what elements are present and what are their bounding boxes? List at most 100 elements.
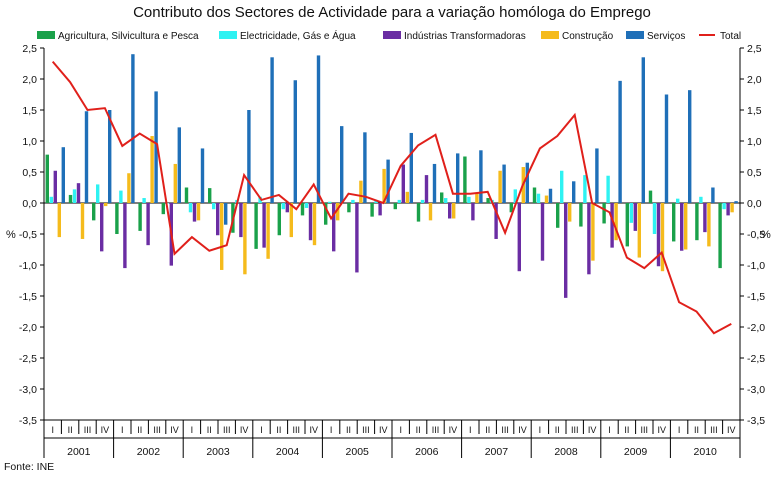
bar-serviços: [734, 201, 738, 203]
bar-serviços: [247, 110, 251, 203]
legend-swatch: [541, 31, 559, 39]
bar-indústrias: [100, 203, 104, 252]
quarter-label: IV: [518, 425, 527, 435]
bar-construção: [544, 195, 549, 203]
bar-agricultura: [556, 203, 560, 228]
bar-electricidade: [467, 196, 471, 203]
bar-serviços: [525, 162, 529, 203]
bar-electricidade: [188, 203, 193, 213]
bar-serviços: [131, 54, 135, 204]
quarter-label: II: [68, 425, 73, 435]
bar-construção: [220, 203, 224, 270]
quarter-label: III: [641, 425, 649, 435]
bar-indústrias: [494, 203, 498, 239]
bar-agricultura: [440, 192, 444, 203]
bar-construção: [660, 203, 665, 272]
quarter-label: IV: [379, 425, 388, 435]
bar-agricultura: [416, 203, 421, 222]
y-tick-label-right: 2,5: [747, 43, 762, 55]
bar-serviços: [84, 111, 89, 203]
bar-agricultura: [138, 203, 142, 231]
bar-serviços: [154, 91, 158, 203]
bar-construção: [196, 203, 201, 221]
bar-agricultura: [161, 203, 165, 215]
bar-electricidade: [49, 196, 53, 203]
year-label: 2004: [276, 446, 300, 458]
legend-swatch: [219, 31, 237, 39]
bar-electricidade: [212, 203, 216, 210]
bar-agricultura: [695, 203, 699, 241]
bar-electricidade: [397, 199, 401, 203]
bar-electricidade: [142, 198, 146, 203]
y-tick-label: -2,5: [19, 353, 37, 365]
source-note: Fonte: INE: [4, 461, 55, 473]
bar-construção: [614, 203, 618, 241]
bar-electricidade: [606, 175, 610, 203]
quarter-label: III: [501, 425, 509, 435]
bar-agricultura: [300, 203, 305, 216]
bar-construção: [104, 203, 108, 207]
bar-serviços: [363, 132, 367, 203]
quarter-label: I: [469, 425, 472, 435]
y-tick-label: 2,5: [22, 43, 37, 55]
bar-indústrias: [216, 203, 220, 236]
year-label: 2007: [485, 446, 509, 458]
bar-agricultura: [115, 203, 119, 234]
bar-indústrias: [355, 203, 359, 273]
bar-serviços: [177, 127, 181, 203]
bar-agricultura: [45, 154, 49, 203]
bar-agricultura: [370, 203, 374, 217]
bar-electricidade: [281, 203, 285, 210]
bar-electricidade: [536, 193, 541, 203]
quarter-label: II: [555, 425, 560, 435]
bar-construção: [684, 203, 688, 250]
quarter-label: III: [223, 425, 231, 435]
bar-electricidade: [351, 199, 355, 203]
bar-construção: [359, 180, 363, 203]
legend-swatch: [37, 31, 55, 39]
bar-indústrias: [703, 203, 707, 233]
bar-serviços: [572, 181, 576, 203]
bar-electricidade: [72, 189, 77, 203]
bar-construção: [80, 203, 85, 239]
quarter-label: III: [432, 425, 440, 435]
bar-indústrias: [540, 203, 545, 261]
y-tick-label: 0,5: [22, 167, 37, 179]
quarter-label: II: [207, 425, 212, 435]
bar-construção: [127, 173, 131, 203]
y-tick-label-right: -3,5: [747, 415, 765, 427]
bar-construção: [498, 170, 502, 203]
bar-construção: [707, 203, 711, 247]
bar-agricultura: [324, 203, 328, 225]
y-tick-label: -3,0: [19, 384, 37, 396]
quarter-label: II: [694, 425, 699, 435]
bar-agricultura: [277, 203, 281, 236]
bar-serviços: [224, 203, 228, 225]
quarter-label: II: [346, 425, 351, 435]
quarter-label: I: [608, 425, 611, 435]
bar-serviços: [316, 55, 321, 203]
y-tick-label-right: -0,5: [747, 229, 765, 241]
bar-agricultura: [68, 194, 73, 203]
bar-construção: [312, 203, 317, 246]
quarter-label: II: [416, 425, 421, 435]
bar-electricidade: [119, 190, 123, 203]
bar-electricidade: [699, 196, 703, 203]
bar-construção: [405, 191, 409, 203]
quarter-label: I: [121, 425, 124, 435]
bar-serviços: [618, 80, 622, 203]
year-label: 2005: [346, 446, 370, 458]
y-tick-label-right: -2,0: [747, 322, 765, 334]
y-tick-label-right: 0,5: [747, 167, 762, 179]
quarter-label: III: [571, 425, 579, 435]
bar-agricultura: [184, 187, 189, 203]
bar-electricidade: [722, 203, 726, 210]
y-tick-label-right: -1,0: [747, 260, 765, 272]
year-label: 2008: [554, 446, 578, 458]
bar-agricultura: [579, 203, 583, 227]
quarter-label: III: [84, 425, 92, 435]
bar-agricultura: [672, 203, 676, 242]
bar-serviços: [340, 126, 344, 203]
quarter-label: I: [51, 425, 54, 435]
y-tick-label: 1,5: [22, 105, 37, 117]
